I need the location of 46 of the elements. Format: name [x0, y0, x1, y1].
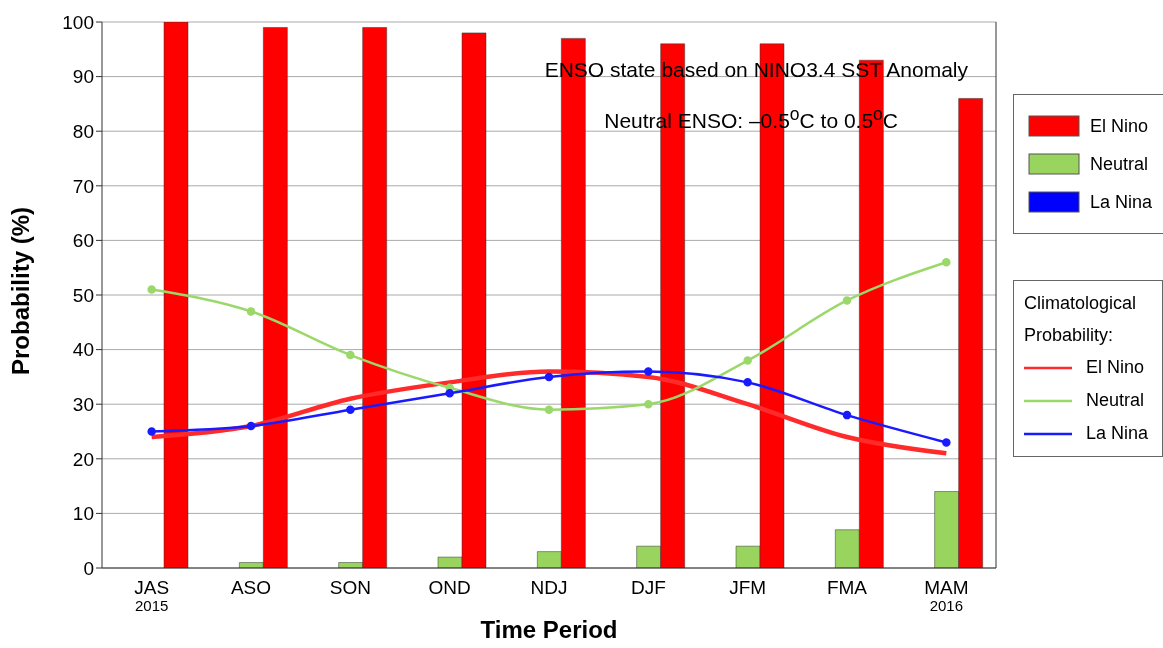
- y-tick-label: 20: [72, 448, 94, 470]
- point: [147, 285, 156, 294]
- x-tick-label: MAM 2016: [924, 577, 969, 614]
- y-tick-label: 100: [62, 11, 94, 33]
- y-tick-label: 50: [72, 284, 94, 306]
- point: [743, 356, 752, 365]
- x-tick-label: SON: [329, 577, 371, 598]
- y-tick-label: 90: [72, 66, 94, 88]
- point: [445, 389, 454, 398]
- point: [942, 257, 951, 267]
- point: [842, 296, 852, 305]
- y-tick-label: 30: [72, 393, 94, 415]
- point: [346, 405, 355, 414]
- point: [644, 367, 653, 376]
- x-tick-label: FMA: [826, 577, 868, 598]
- point: [147, 427, 156, 436]
- point: [246, 421, 256, 431]
- point: [346, 350, 355, 360]
- legend-title: Climatological Probability:: [1024, 292, 1138, 347]
- legend-label: El Nino: [1086, 357, 1145, 378]
- x-axis-title: Time Period: [480, 616, 618, 643]
- point: [544, 405, 554, 414]
- legend-label: Neutral: [1090, 153, 1149, 175]
- x-tick-label: OND: [428, 577, 471, 598]
- legend-label: El Nino: [1090, 115, 1149, 137]
- point: [246, 307, 256, 316]
- point: [544, 372, 554, 382]
- point: [743, 378, 752, 387]
- y-tick-label: 80: [72, 120, 94, 142]
- x-tick-label: JAS 2015: [134, 577, 170, 614]
- point: [942, 438, 951, 447]
- legend-label: Neutral: [1086, 390, 1145, 411]
- y-tick-label: 60: [72, 230, 94, 252]
- legend-label: La Nina: [1090, 191, 1153, 213]
- point: [644, 399, 653, 409]
- legend-label: La Nina: [1086, 423, 1149, 444]
- y-tick-label: 70: [72, 175, 94, 197]
- y-tick-label: 0: [83, 557, 94, 579]
- y-axis-title: Probability (%): [6, 206, 34, 375]
- y-tick-label: 40: [72, 339, 94, 361]
- point: [842, 410, 852, 420]
- y-tick-label: 10: [72, 503, 94, 525]
- x-tick-label: ASO: [230, 577, 272, 598]
- x-tick-label: JFM: [729, 577, 767, 598]
- x-tick-label: DJF: [630, 577, 666, 598]
- x-tick-label: NDJ: [530, 577, 568, 598]
